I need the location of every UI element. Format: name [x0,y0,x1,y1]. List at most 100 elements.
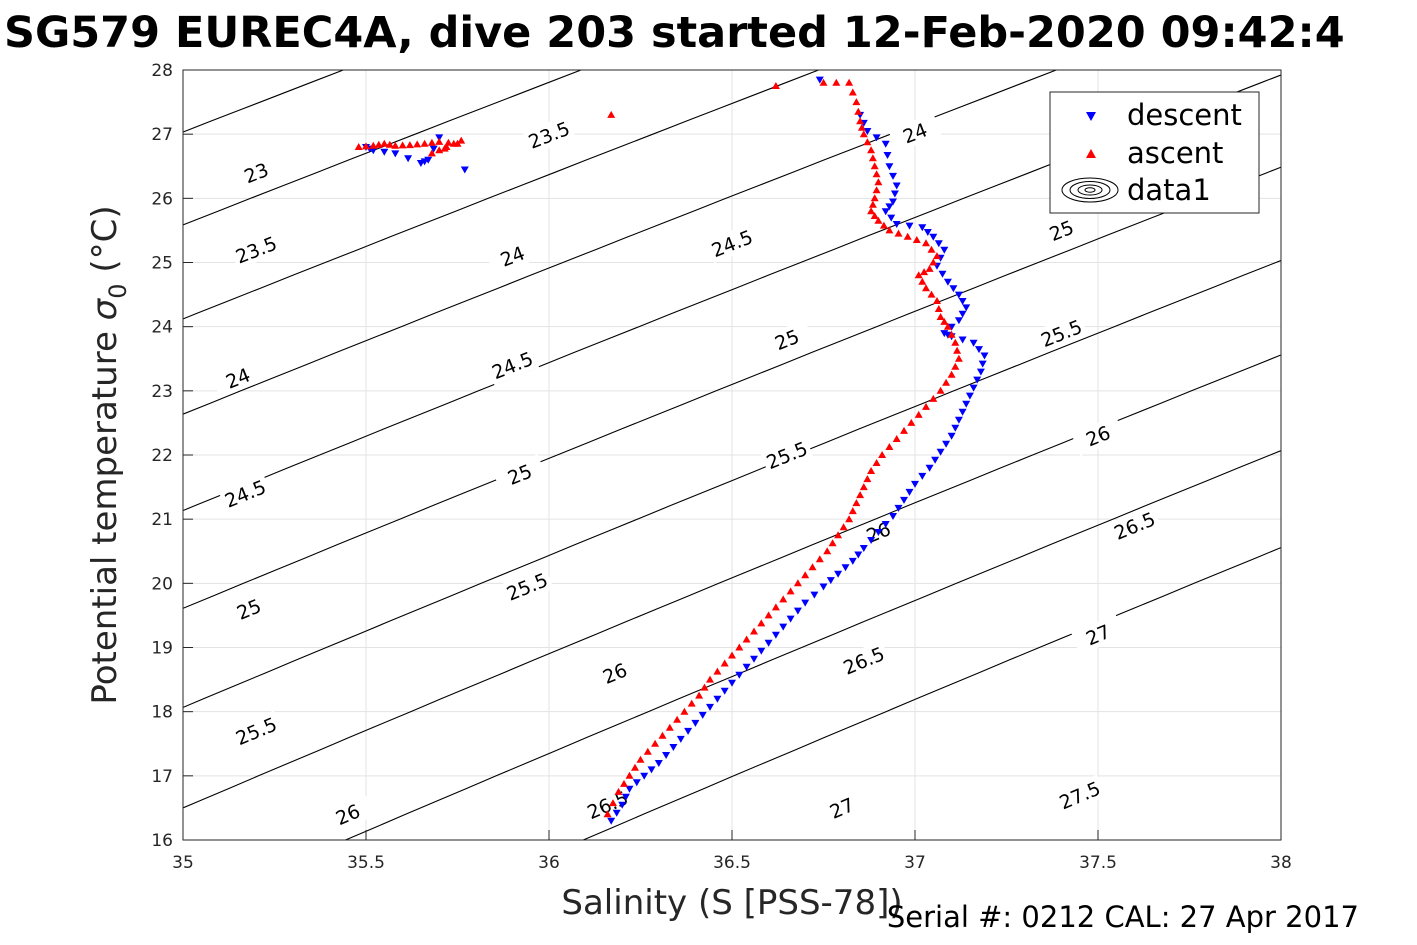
ascent-point [848,88,857,96]
ascent-point [942,378,951,386]
ascent-point [874,178,883,186]
ascent-point [728,651,736,659]
legend-box [1049,91,1260,214]
descent-point [786,615,795,623]
contour-label-bg [588,652,642,694]
descent-point [942,440,951,448]
ascent-point [872,186,881,194]
descent-point [881,140,890,148]
ascent-point [643,747,652,755]
descent-point [391,150,400,158]
descent-point [936,448,945,456]
descent-point [859,545,868,552]
contour-label-bg [485,345,540,386]
descent-point [892,221,901,228]
descent-point [962,400,971,408]
ascent-point [912,236,921,243]
contour-label-bg [1107,505,1162,546]
ascent-point [922,402,930,410]
ascent-point [457,136,466,144]
descent-point [625,785,634,793]
ascent-point [658,731,667,739]
descent-point [885,163,894,171]
contour-label-bg [760,434,814,476]
descent-point [923,229,932,236]
descent-point [889,172,897,180]
y-axis-label-symbol: σ [85,297,125,320]
ascent-point [614,787,623,795]
isopycnal-27 [345,450,1281,840]
x-tick-label: 35.5 [347,853,385,873]
ascent-point [735,643,744,651]
chart-title: SG579 EUREC4A, dive 203 started 12-Feb-2… [4,8,1345,58]
contour-label-bg [500,566,554,607]
y-tick-label: 23 [151,382,173,402]
x-tick-label: 37 [904,853,926,873]
descent-point [801,599,810,607]
ascent-point [362,142,370,150]
ascent-series [354,78,963,818]
descent-point [900,496,908,504]
descent-point [834,570,843,578]
descent-point [691,719,700,727]
descent-point [947,323,956,331]
descent-point [654,760,663,767]
descent-point [424,156,433,164]
isopycnal-23-5 [183,70,582,226]
ascent-point [903,232,912,240]
x-tick-label: 37.5 [1079,853,1117,873]
ascent-point [951,362,960,370]
descent-point [826,577,835,585]
ascent-point [435,137,444,145]
contour-label-bg [1034,313,1089,354]
ascent-point [427,149,436,157]
x-axis-ticks: 35 35.5 36 36.5 37 37.5 38 [172,830,1292,873]
y-axis-label-unit: (°C) [85,205,125,283]
ascent-point [867,146,876,154]
ascent-point [620,779,628,787]
descent-point [735,671,744,679]
contour-label-bg [837,640,891,681]
descent-point [934,240,943,248]
descent-point [975,346,983,354]
ascent-point [870,162,879,170]
descent-point [764,639,773,647]
ascent-point [914,410,923,418]
y-tick-label: 26 [151,189,173,209]
descent-point [962,304,971,312]
ascent-point [713,667,722,675]
y-tick-label: 20 [151,574,173,594]
descent-point [728,679,736,687]
descent-point [867,537,876,544]
descent-point [742,663,751,671]
y-tick-label: 28 [151,61,173,81]
descent-point [940,246,949,254]
descent-point [607,817,616,825]
y-axis-label-subscript: 0 [104,283,132,298]
ascent-point [839,523,848,531]
ascent-point [380,139,389,147]
descent-point [676,735,685,743]
ascent-point [603,810,612,818]
legend-ascent-marker [1086,149,1096,158]
ascent-point [951,338,960,346]
descent-point [969,384,978,392]
descent-point [885,203,894,211]
ascent-point [920,268,929,276]
descent-point [958,298,967,305]
ascent-point [680,707,689,715]
isopycnal-26-5 [183,354,1281,809]
ascent-point [936,313,945,320]
isopycnal-27-5 [582,546,1281,840]
descent-point [911,480,919,488]
ascent-point [720,659,729,667]
descent-point [943,278,952,286]
ascent-point [750,627,758,635]
descent-point [881,208,890,216]
ascent-point [435,146,444,154]
ascent-point [823,547,832,555]
y-axis-label-main: Potential temperature [85,320,125,704]
ascent-point [856,491,865,499]
ascent-point [779,595,788,603]
